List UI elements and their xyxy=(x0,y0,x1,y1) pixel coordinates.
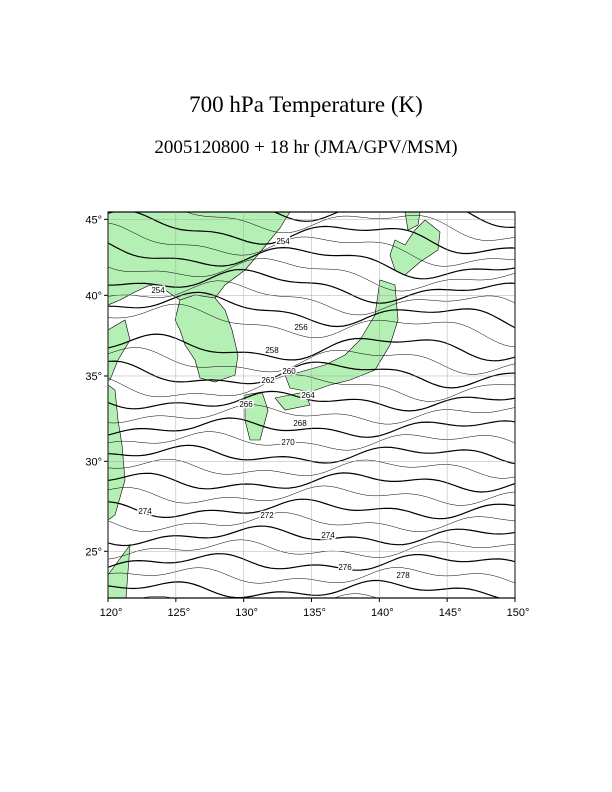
subtitle: 2005120800 + 18 hr (JMA/GPV/MSM) xyxy=(154,137,457,158)
contour-line xyxy=(108,303,515,348)
x-tick-label: 120° xyxy=(100,607,123,619)
contour-line xyxy=(108,498,515,520)
contour-label: 258 xyxy=(265,346,279,355)
contour-line xyxy=(108,579,503,598)
contour-line xyxy=(108,258,515,292)
contour-line xyxy=(108,553,515,571)
contour-label: 272 xyxy=(260,511,274,520)
x-tick-label: 145° xyxy=(439,607,462,619)
x-tick-label: 125° xyxy=(167,607,190,619)
y-tick-label: 40° xyxy=(85,290,102,302)
contours xyxy=(108,212,515,598)
land xyxy=(108,212,441,598)
contour-line xyxy=(108,374,515,402)
contour-line xyxy=(108,280,515,316)
contour-line xyxy=(108,347,515,375)
contour-line xyxy=(108,458,515,479)
contour-line xyxy=(108,390,515,412)
contour-line xyxy=(108,512,515,533)
contour-line xyxy=(108,404,515,425)
contour-label: 266 xyxy=(239,400,253,409)
contour-line xyxy=(108,212,515,255)
contour-label: 278 xyxy=(396,571,410,580)
contour-label: 276 xyxy=(338,563,352,572)
contour-line xyxy=(108,333,515,362)
contour-label: 256 xyxy=(294,323,308,332)
contour-label: 260 xyxy=(282,367,296,376)
contour-label: 268 xyxy=(293,419,307,428)
contour-line xyxy=(108,431,515,451)
contour-label: 254 xyxy=(151,286,165,295)
contour-label: 274 xyxy=(138,507,152,516)
contour-line xyxy=(108,417,515,438)
contour-label: 274 xyxy=(321,531,335,540)
contour-line xyxy=(108,268,515,304)
contour-line xyxy=(108,567,515,584)
y-tick-label: 30° xyxy=(85,456,102,468)
title: 700 hPa Temperature (K) xyxy=(189,92,423,117)
contour-line xyxy=(185,212,515,241)
contour-line xyxy=(108,291,515,329)
contour-line xyxy=(108,472,515,493)
x-tick-label: 130° xyxy=(235,607,258,619)
contour-line xyxy=(108,539,515,560)
x-tick-label: 140° xyxy=(371,607,394,619)
x-tick-label: 150° xyxy=(507,607,530,619)
contour-label: 270 xyxy=(281,438,295,447)
contour-line xyxy=(108,525,515,547)
y-tick-label: 25° xyxy=(85,546,102,558)
contour-line xyxy=(108,360,515,389)
contour-label: 262 xyxy=(261,376,275,385)
contour-line xyxy=(272,212,515,229)
contour-line xyxy=(108,222,515,267)
x-tick-label: 135° xyxy=(303,607,326,619)
contour-label: 254 xyxy=(276,237,290,246)
y-tick-label: 45° xyxy=(85,214,102,226)
contour-line xyxy=(108,242,515,280)
contour-line xyxy=(108,485,515,506)
contour-label: 264 xyxy=(301,391,315,400)
contour-line xyxy=(108,444,515,465)
y-tick-label: 35° xyxy=(85,371,102,383)
